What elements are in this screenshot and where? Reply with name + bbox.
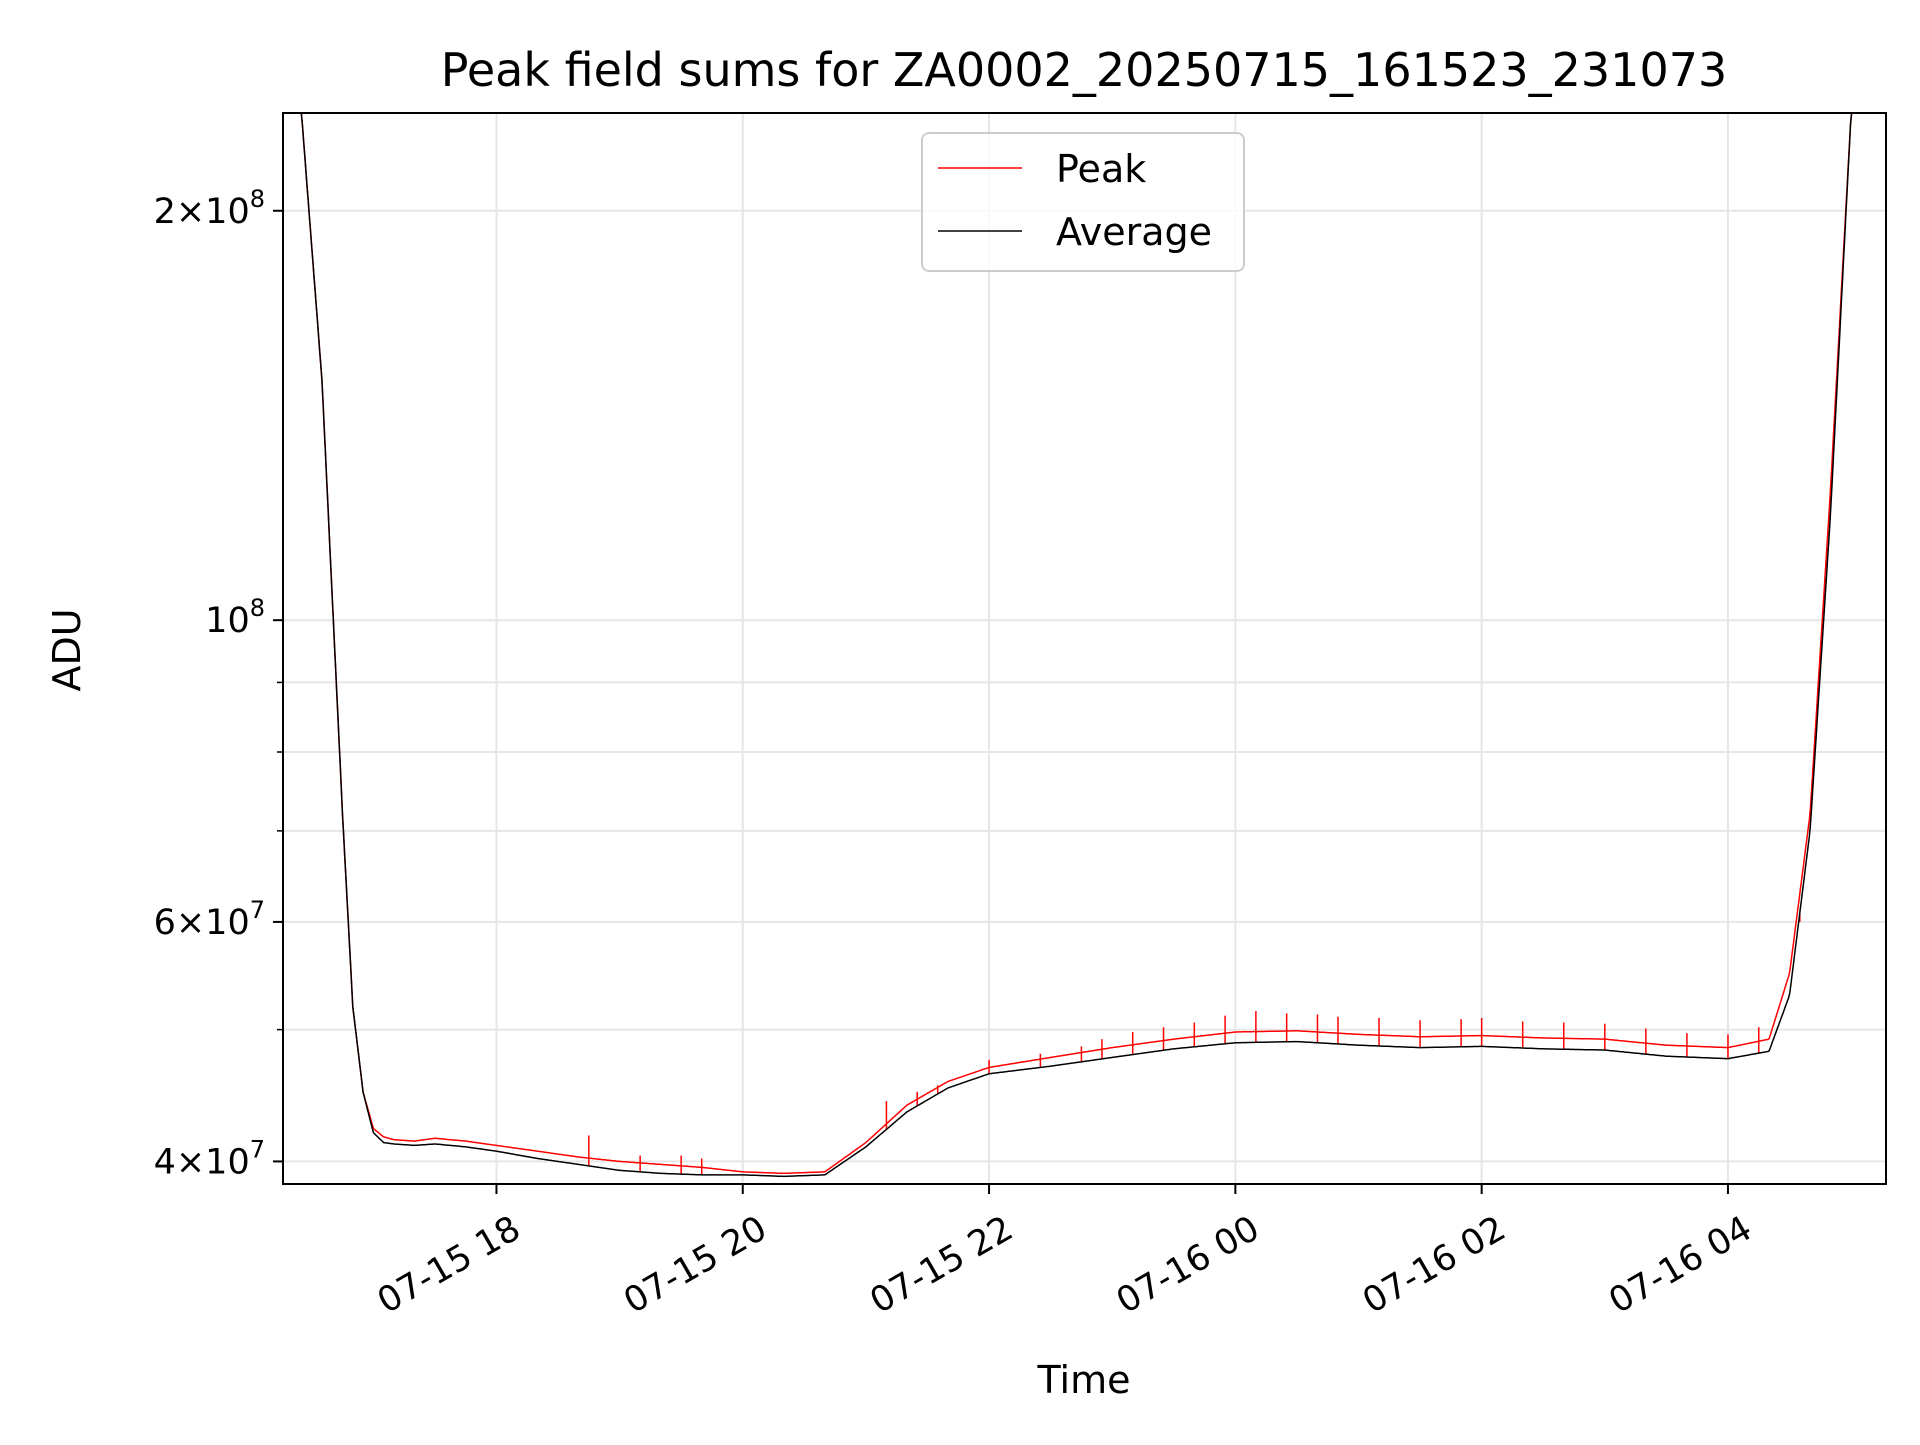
series-layer xyxy=(283,112,1886,1178)
y-tick-label: 6×107 xyxy=(154,896,265,943)
y-tick-label: 2×108 xyxy=(154,185,265,232)
y-axis-label: ADU xyxy=(45,608,89,691)
plot-frame xyxy=(282,112,1887,1185)
chart-title: Peak field sums for ZA0002_20250715_1615… xyxy=(441,43,1728,97)
y-tick-label: 108 xyxy=(205,594,265,641)
x-axis-label: Time xyxy=(1037,1358,1131,1402)
series-average xyxy=(283,112,1886,1178)
legend: Peak Average xyxy=(921,132,1245,272)
y-axis: 4×107 6×107 108 2×108 xyxy=(154,185,283,1182)
y-tick-label: 4×107 xyxy=(154,1135,265,1182)
legend-label-peak: Peak xyxy=(1056,147,1146,191)
series-peak xyxy=(283,112,1886,1175)
legend-label-average: Average xyxy=(1056,210,1212,254)
series-peak-line xyxy=(283,112,1886,1175)
series-average-line xyxy=(283,112,1886,1178)
